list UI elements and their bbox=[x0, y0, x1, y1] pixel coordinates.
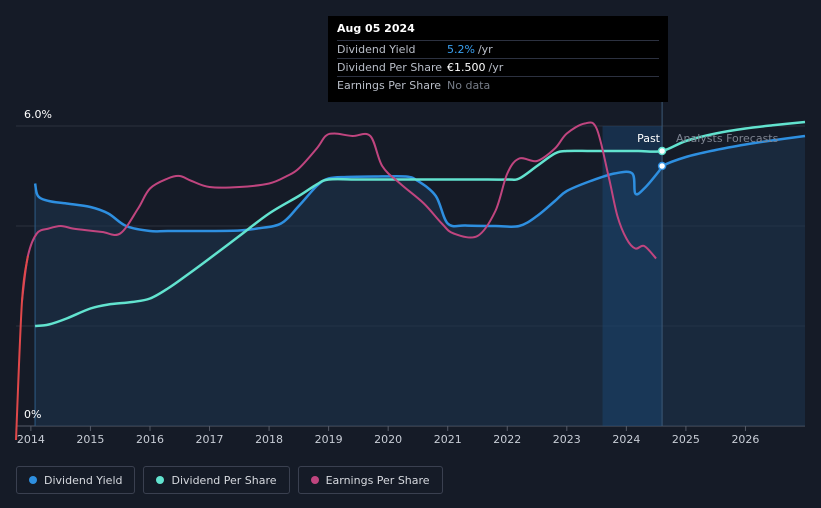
legend-label: Dividend Yield bbox=[44, 473, 123, 487]
x-tick-label: 2021 bbox=[434, 433, 462, 446]
tooltip: Aug 05 2024 Dividend Yield 5.2%/yr Divid… bbox=[328, 16, 668, 102]
x-tick-label: 2019 bbox=[315, 433, 343, 446]
x-tick-label: 2025 bbox=[672, 433, 700, 446]
x-tick-label: 2023 bbox=[553, 433, 581, 446]
period-labels: Past Analysts Forecasts bbox=[637, 132, 779, 145]
dps-unit: /yr bbox=[488, 61, 504, 74]
legend-item-earnings-per-share[interactable]: Earnings Per Share bbox=[297, 466, 443, 494]
x-tick-label: 2015 bbox=[76, 433, 104, 446]
dividend-yield-dot-icon bbox=[29, 476, 37, 484]
x-tick-label: 2024 bbox=[612, 433, 640, 446]
yield-value: 5.2% bbox=[447, 43, 475, 56]
legend-item-dividend-per-share[interactable]: Dividend Per Share bbox=[143, 466, 290, 494]
x-tick-label: 2026 bbox=[731, 433, 759, 446]
legend: Dividend Yield Dividend Per Share Earnin… bbox=[16, 466, 443, 494]
x-tick-label: 2022 bbox=[493, 433, 521, 446]
dps-value: €1.500 bbox=[447, 61, 486, 74]
y-axis-label: 6.0% bbox=[24, 108, 52, 121]
tooltip-label: Earnings Per Share bbox=[337, 79, 442, 92]
yield-unit: /yr bbox=[477, 43, 493, 56]
series-areas bbox=[34, 136, 806, 426]
tooltip-date: Aug 05 2024 bbox=[337, 22, 415, 35]
legend-label: Earnings Per Share bbox=[325, 473, 430, 487]
tooltip-row-eps: Earnings Per Share No data bbox=[337, 76, 659, 94]
past-label: Past bbox=[637, 132, 661, 145]
forecast-label: Analysts Forecasts bbox=[676, 132, 779, 145]
tooltip-row-yield: Dividend Yield 5.2%/yr bbox=[337, 40, 659, 58]
earnings-per-share-line-negative bbox=[15, 255, 29, 441]
dividend-yield-line bbox=[33, 134, 806, 233]
x-tick-label: 2020 bbox=[374, 433, 402, 446]
dividend-per-share-marker bbox=[657, 146, 667, 156]
series-markers bbox=[657, 146, 667, 171]
eps-value: No data bbox=[447, 79, 491, 92]
tooltip-label: Dividend Yield bbox=[337, 43, 416, 56]
y-axis-labels: 6.0% 0% bbox=[24, 108, 52, 421]
dividend-per-share-dot-icon bbox=[156, 476, 165, 484]
earnings-per-share-line bbox=[21, 121, 657, 302]
x-tick-label: 2018 bbox=[255, 433, 283, 446]
highlight-band bbox=[602, 126, 663, 426]
y-axis-label: 0% bbox=[24, 408, 41, 421]
x-tick-label: 2014 bbox=[17, 433, 45, 446]
tooltip-value: €1.500/yr bbox=[447, 61, 503, 74]
past-highlight-band bbox=[602, 16, 663, 426]
dividend-per-share-line bbox=[34, 120, 806, 328]
tooltip-label: Dividend Per Share bbox=[337, 61, 443, 74]
dividend-yield-marker bbox=[657, 161, 667, 171]
tooltip-value: 5.2%/yr bbox=[447, 43, 493, 56]
legend-item-dividend-yield[interactable]: Dividend Yield bbox=[16, 466, 136, 494]
tooltip-value: No data bbox=[447, 79, 490, 92]
legend-label: Dividend Per Share bbox=[171, 473, 277, 487]
dividend-yield-area bbox=[35, 136, 806, 426]
x-axis-ticks: 2014 2015 2016 2017 2018 2019 2020 2021 2022 2023… bbox=[17, 426, 759, 446]
tooltip-row-dps: Dividend Per Share €1.500/yr bbox=[337, 58, 659, 76]
earnings-per-share-dot-icon bbox=[310, 476, 319, 484]
series-lines bbox=[15, 120, 806, 441]
x-tick-label: 2016 bbox=[136, 433, 164, 446]
x-tick-label: 2017 bbox=[196, 433, 224, 446]
